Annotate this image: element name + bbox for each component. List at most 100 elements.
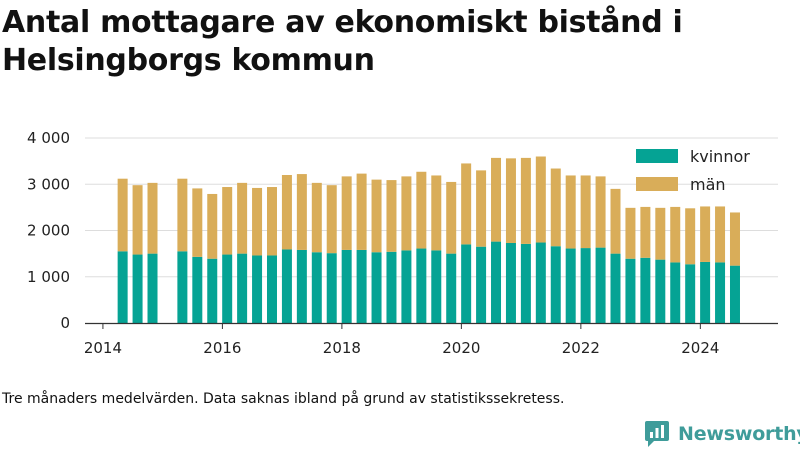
bar-kvinnor — [177, 251, 188, 323]
bar-man — [296, 174, 307, 250]
bar-kvinnor — [371, 252, 382, 323]
bar-kvinnor — [580, 248, 591, 323]
bar-man — [401, 176, 412, 251]
bar-man — [207, 193, 218, 259]
bar-man — [311, 182, 322, 253]
y-tick-label: 4 000 — [27, 129, 70, 147]
bar-kvinnor — [431, 250, 442, 323]
legend: kvinnor män — [636, 147, 750, 194]
y-tick-label: 0 — [60, 314, 70, 332]
y-tick-label: 1 000 — [27, 268, 70, 286]
bar-kvinnor — [625, 258, 636, 323]
bar-man — [550, 168, 561, 247]
bars — [117, 156, 740, 323]
bar-kvinnor — [715, 262, 726, 323]
bar-man — [192, 188, 203, 257]
x-tick-label: 2020 — [442, 339, 480, 357]
bar-kvinnor — [670, 262, 681, 323]
bar-kvinnor — [132, 254, 143, 323]
bar-man — [446, 181, 457, 254]
y-tick-label: 3 000 — [27, 175, 70, 193]
bar-kvinnor — [222, 254, 233, 323]
bar-man — [461, 163, 472, 245]
bar-man — [565, 175, 576, 249]
bar-kvinnor — [685, 264, 696, 323]
bar-kvinnor — [252, 255, 263, 323]
bar-man — [476, 170, 487, 247]
bar-man — [132, 185, 143, 255]
bar-man — [252, 187, 263, 256]
bar-man — [595, 176, 606, 248]
x-tick-label: 2018 — [323, 339, 361, 357]
bar-man — [266, 187, 277, 256]
bar-man — [386, 180, 397, 252]
bar-man — [685, 208, 696, 265]
legend-label: kvinnor — [690, 147, 750, 166]
bar-kvinnor — [655, 259, 666, 323]
bar-man — [416, 171, 427, 249]
bar-man — [670, 206, 681, 263]
newsworthy-logo-icon — [645, 421, 669, 447]
x-tick-label: 2014 — [84, 339, 122, 357]
bar-kvinnor — [401, 250, 412, 323]
bar-kvinnor — [729, 265, 740, 323]
bar-kvinnor — [610, 253, 621, 323]
bar-man — [700, 206, 711, 262]
bar-man — [371, 179, 382, 253]
bar-kvinnor — [266, 255, 277, 323]
bar-kvinnor — [505, 242, 516, 323]
bar-kvinnor — [311, 252, 322, 323]
bar-man — [715, 206, 726, 263]
page-title: Antal mottagare av ekonomiskt bistånd i … — [2, 5, 683, 78]
bar-man — [177, 178, 188, 252]
bar-kvinnor — [700, 261, 711, 323]
legend-swatch — [636, 177, 678, 191]
bar-kvinnor — [281, 249, 292, 323]
x-axis: 2014 2016 2018 2020 2022 2024 — [84, 322, 778, 357]
bar-man — [326, 185, 337, 254]
bar-kvinnor — [356, 249, 367, 323]
bar-man — [147, 182, 158, 254]
bar-kvinnor — [520, 243, 531, 323]
bar-man — [491, 157, 502, 242]
bar-kvinnor — [550, 246, 561, 323]
legend-swatch — [636, 149, 678, 163]
bar-kvinnor — [296, 249, 307, 323]
x-tick-label: 2016 — [203, 339, 241, 357]
bar-man — [505, 158, 516, 243]
bar-man — [281, 175, 292, 250]
bar-kvinnor — [117, 251, 128, 323]
brand-name: Newsworthy — [678, 423, 800, 445]
brand-logo[interactable]: Newsworthy — [644, 420, 800, 448]
footnote: Tre månaders medelvärden. Data saknas ib… — [2, 391, 565, 407]
y-tick-label: 2 000 — [27, 222, 70, 240]
bar-man — [222, 187, 233, 255]
y-axis-tick-labels: 0 1 000 2 000 3 000 4 000 — [27, 129, 70, 332]
bar-kvinnor — [535, 242, 546, 323]
bar-man — [640, 206, 651, 258]
bar-kvinnor — [595, 247, 606, 323]
bar-man — [655, 207, 666, 260]
bar-kvinnor — [461, 244, 472, 323]
bar-man — [625, 207, 636, 259]
x-tick-label: 2022 — [562, 339, 600, 357]
bar-kvinnor — [565, 248, 576, 323]
bar-man — [729, 212, 740, 266]
bar-man — [356, 173, 367, 250]
bar-man — [237, 182, 248, 254]
bar-kvinnor — [446, 253, 457, 323]
bar-kvinnor — [326, 253, 337, 323]
bar-kvinnor — [192, 256, 203, 323]
bar-man — [580, 175, 591, 249]
bar-kvinnor — [341, 249, 352, 323]
bar-kvinnor — [476, 246, 487, 323]
bar-man — [341, 176, 352, 250]
bar-kvinnor — [237, 253, 248, 323]
bar-man — [431, 175, 442, 251]
bar-kvinnor — [640, 257, 651, 323]
x-tick-label: 2024 — [681, 339, 719, 357]
bar-kvinnor — [416, 248, 427, 323]
bar-kvinnor — [491, 241, 502, 323]
bar-kvinnor — [147, 253, 158, 323]
